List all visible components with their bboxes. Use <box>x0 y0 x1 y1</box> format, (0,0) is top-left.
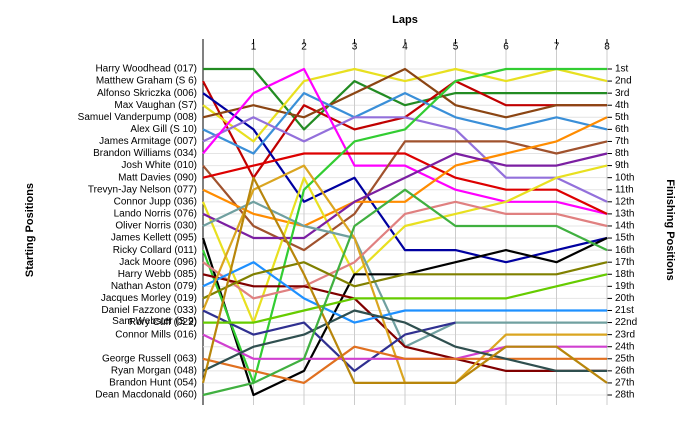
legend-label: Matthew Graham (S 6) <box>96 76 197 87</box>
y2-tick-label: 9th <box>615 160 629 171</box>
y2-tick-label: 25th <box>615 353 634 364</box>
driver-line <box>202 273 607 372</box>
legend-label: Brandon Hunt (054) <box>109 378 197 389</box>
driver-line <box>202 67 608 215</box>
y2-tick-label: 5th <box>615 112 629 123</box>
driver-line <box>202 67 608 143</box>
driver-line <box>202 152 608 240</box>
y2-tick-label: 22nd <box>615 317 637 328</box>
legend-label: Connor Mills (016) <box>115 329 197 340</box>
driver-line <box>202 92 608 264</box>
x-axis-title: Laps <box>392 14 418 26</box>
y2-tick-label: 10th <box>615 172 634 183</box>
y2-tick-label: 3rd <box>615 88 629 99</box>
legend-label: Sam Webster (S 9) <box>112 316 197 327</box>
legend-label: Jacques Morley (019) <box>101 293 197 304</box>
y2-tick-label: 24th <box>615 341 634 352</box>
x-tick-label: 2 <box>301 42 307 53</box>
driver-line <box>203 67 607 131</box>
x-tick-label: 1 <box>251 42 257 53</box>
y2-tick-label: 16th <box>615 245 634 256</box>
legend-label: Brandon Williams (034) <box>93 148 197 159</box>
y2-tick-label: 28th <box>615 390 634 401</box>
legend-label: Connor Jupp (036) <box>114 196 197 207</box>
driver-line <box>202 116 608 228</box>
y2-tick-label: 8th <box>615 148 629 159</box>
y2-tick-label: 23rd <box>615 329 635 340</box>
driver-line <box>202 200 608 300</box>
y2-tick-label: 19th <box>615 281 634 292</box>
driver-line <box>201 176 608 384</box>
legend-label: George Russell (063) <box>102 353 197 364</box>
y2-tick-label: 7th <box>615 136 629 147</box>
y2-tick-label: 27th <box>615 378 634 389</box>
x-tick-label: 4 <box>402 42 408 53</box>
y2-tick-label: 1st <box>615 64 629 75</box>
legend-label: Harry Woodhead (017) <box>95 64 197 75</box>
driver-line <box>202 116 608 203</box>
driver-line <box>202 309 456 372</box>
y-axis-title: Starting Positions <box>24 183 36 277</box>
x-tick-label: 8 <box>604 42 610 53</box>
y2-tick-label: 26th <box>615 365 634 376</box>
y2-tick-label: 2nd <box>615 76 632 87</box>
driver-line <box>202 92 608 155</box>
y2-tick-label: 21st <box>615 305 634 316</box>
driver-line <box>202 140 608 252</box>
driver-line <box>202 261 607 324</box>
legend-label: Samuel Vanderpump (008) <box>78 112 197 123</box>
legend-label: Josh White (010) <box>121 160 197 171</box>
legend-label: Jack Moore (096) <box>119 257 197 268</box>
y2-tick-label: 15th <box>615 233 634 244</box>
x-tick-label: 7 <box>554 42 560 53</box>
y2-tick-label: 6th <box>615 124 629 135</box>
legend-label: Rory Cuff (022) <box>129 317 197 328</box>
y2-tick-label: 13th <box>615 209 634 220</box>
x-tick-label: 5 <box>453 42 459 53</box>
legend-label: Dean Macdonald (060) <box>95 390 197 401</box>
legend-label: James Kellett (095) <box>111 233 197 244</box>
legend-label: Oliver Norris (030) <box>115 221 197 232</box>
y2-tick-label: 4th <box>615 100 629 111</box>
legend-label: Matt Davies (090) <box>118 172 197 183</box>
x-tick-label: 6 <box>503 42 509 53</box>
legend-label: Ricky Collard (011) <box>113 245 197 256</box>
driver-line <box>202 188 608 397</box>
legend-label: Harry Webb (085) <box>118 269 197 280</box>
legend-label: Nathan Aston (079) <box>111 281 197 292</box>
driver-line <box>202 309 607 372</box>
y2-tick-label: 20th <box>615 293 634 304</box>
y2-tick-label: 17th <box>615 257 634 268</box>
y2-tick-label: 18th <box>615 269 634 280</box>
legend-label: Daniel Fazzone (033) <box>101 305 197 316</box>
legend-label: Lando Norris (076) <box>114 209 197 220</box>
legend-label: James Armitage (007) <box>99 136 197 147</box>
legend-label: Alex Gill (S 10) <box>130 124 197 135</box>
driver-line <box>203 273 608 324</box>
legend-label: Trevyn-Jay Nelson (077) <box>88 184 197 195</box>
driver-line <box>202 67 607 119</box>
y2-tick-label: 11th <box>615 184 634 195</box>
legend-label: Ryan Morgan (048) <box>111 365 197 376</box>
x-tick-label: 3 <box>352 42 358 53</box>
legend-label: Alfonso Skriczka (006) <box>97 88 197 99</box>
y2-axis-title: Finishing Positions <box>664 179 676 280</box>
driver-line <box>202 261 608 300</box>
legend-label: Max Vaughan (S7) <box>114 100 197 111</box>
y2-tick-label: 14th <box>615 221 634 232</box>
y2-tick-label: 12th <box>615 196 634 207</box>
driver-line <box>202 152 608 215</box>
